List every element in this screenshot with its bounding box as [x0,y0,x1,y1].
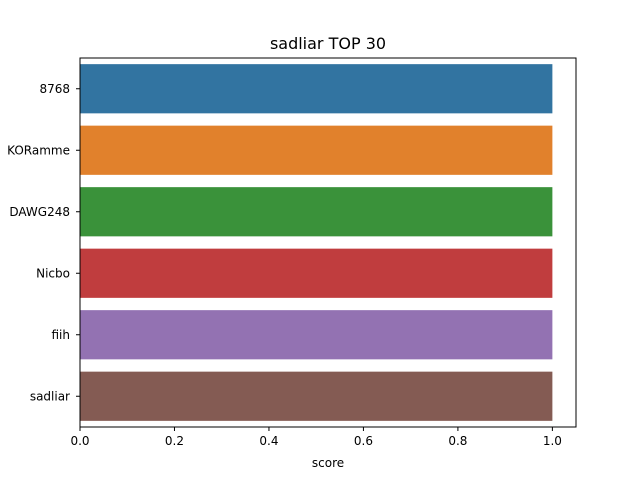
x-axis: 0.0 0.2 0.4 0.6 0.8 1.0 [70,427,562,448]
x-tick-label: 0.4 [259,434,278,448]
bar-KORamme [80,125,553,175]
x-tick-label: 0.8 [448,434,467,448]
bar-8768 [80,64,553,114]
x-tick-label: 0.6 [354,434,373,448]
x-tick-label: 1.0 [543,434,562,448]
y-tick-label: KORamme [7,143,70,157]
bar-sadliar [80,371,553,421]
bar-fiih [80,310,553,360]
y-tick-label: 8768 [39,82,70,96]
y-axis: 8768 KORamme DAWG248 Nicbo fiih sadliar [7,82,80,403]
x-axis-label: score [312,456,344,470]
bar-Nicbo [80,248,553,298]
y-tick-label: fiih [52,328,71,342]
x-tick-label: 0.2 [165,434,184,448]
y-tick-label: Nicbo [36,266,70,280]
chart-title: sadliar TOP 30 [270,34,386,53]
y-tick-label: DAWG248 [9,205,70,219]
bar-DAWG248 [80,187,553,237]
x-tick-label: 0.0 [70,434,89,448]
y-tick-label: sadliar [30,389,70,403]
bars-layer [80,64,553,421]
plot-frame [79,57,577,428]
